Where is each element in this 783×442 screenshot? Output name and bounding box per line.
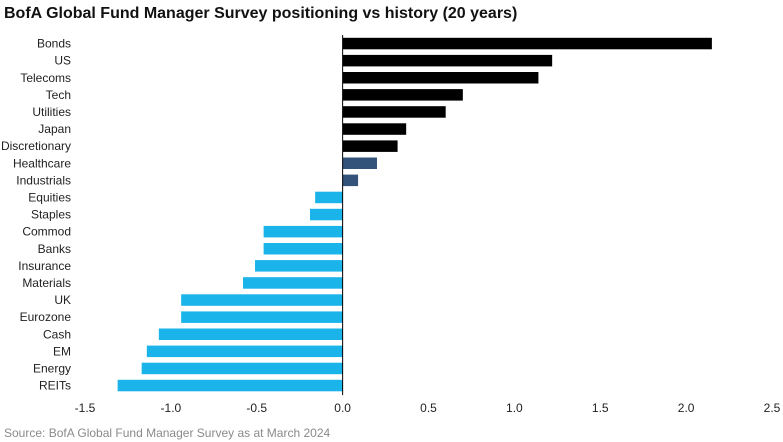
category-label: Equities	[28, 190, 71, 204]
category-label: Utilities	[32, 105, 71, 119]
category-label: Bonds	[37, 37, 71, 51]
bar-japan	[342, 123, 407, 135]
category-label: Eurozone	[20, 310, 72, 324]
bar-staples	[309, 208, 343, 221]
bar-tech	[342, 89, 463, 101]
x-tick-label: 0.5	[420, 401, 437, 415]
x-tick-labels: -1.5 -1.0 -0.5 0.0 0.5 1.0 1.5 2.0 2.5	[75, 401, 781, 415]
bar-healthcare	[342, 157, 377, 169]
category-label: Japan	[38, 122, 71, 136]
bar-materials	[243, 277, 343, 289]
x-tick-label: 0.0	[334, 401, 351, 415]
x-tick-label: -1.5	[75, 401, 96, 415]
bar-energy	[141, 362, 343, 375]
bar-industrials	[342, 174, 359, 187]
x-tick-label: 1.0	[506, 401, 523, 415]
category-label: Commod	[22, 225, 71, 239]
category-label: Insurance	[18, 259, 71, 273]
bar-telecoms	[342, 72, 539, 84]
category-label: Cash	[43, 327, 71, 341]
category-label: Industrials	[16, 173, 71, 187]
x-tick-label: -0.5	[246, 401, 267, 415]
bars-group	[117, 37, 712, 392]
bar-banks	[263, 243, 343, 255]
category-label: REITs	[39, 379, 71, 393]
category-label: Telecoms	[20, 71, 71, 85]
bar-eurozone	[181, 311, 343, 323]
bar-us	[342, 54, 553, 67]
bar-cash	[158, 328, 343, 340]
source-note: Source: BofA Global Fund Manager Survey …	[4, 426, 331, 440]
category-label: UK	[54, 293, 71, 307]
category-label: Tech	[46, 88, 71, 102]
x-tick-label: 1.5	[592, 401, 609, 415]
category-label: Banks	[38, 242, 71, 256]
bar-commod	[263, 225, 343, 238]
category-label: US	[54, 54, 71, 68]
category-label: Materials	[22, 276, 71, 290]
category-label: Discretionary	[1, 139, 71, 153]
category-label: Healthcare	[13, 156, 71, 170]
x-tick-label: -1.0	[161, 401, 182, 415]
bar-uk	[181, 294, 343, 306]
chart-title: BofA Global Fund Manager Survey position…	[4, 5, 518, 22]
category-label: Staples	[31, 208, 71, 222]
bar-insurance	[255, 260, 343, 272]
bar-discretionary	[342, 140, 398, 152]
bar-equities	[315, 191, 343, 204]
category-label: EM	[53, 344, 71, 358]
x-tick-label: 2.0	[678, 401, 695, 415]
x-tick-label: 2.5	[764, 401, 781, 415]
bar-em	[146, 345, 343, 358]
category-label: Energy	[33, 361, 71, 375]
category-labels: Bonds US Telecoms Tech Utilities Japan Discret…	[1, 37, 71, 393]
bar-bonds	[342, 37, 712, 50]
bar-utilities	[342, 106, 446, 118]
bar-reits	[117, 379, 343, 392]
